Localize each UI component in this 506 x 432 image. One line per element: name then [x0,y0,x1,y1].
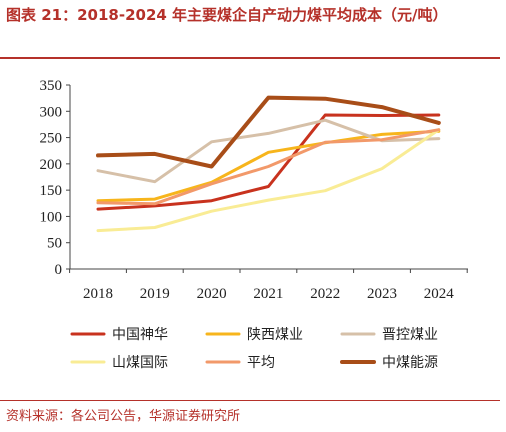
x-tick-label: 2024 [424,286,455,302]
x-tick-label: 2022 [310,286,340,302]
y-tick-label: 350 [40,78,63,94]
legend-label: 陕西煤业 [247,327,303,343]
x-tick-label: 2020 [197,286,227,302]
legend-label: 中煤能源 [382,355,438,371]
source-note: 资料来源：各公司公告，华源证券研究所 [6,405,240,424]
x-tick-label: 2018 [83,286,113,302]
y-tick-label: 50 [47,236,62,252]
y-tick-label: 0 [55,262,63,278]
y-tick-label: 300 [40,104,63,120]
x-tick-label: 2023 [367,286,397,302]
legend-label: 山煤国际 [112,355,168,371]
series-line [98,115,439,209]
source-rule [0,400,500,401]
y-tick-label: 150 [40,183,63,199]
legend-label: 平均 [247,355,275,371]
legend-label: 中国神华 [112,327,168,343]
y-tick-label: 250 [40,131,63,147]
x-tick-label: 2021 [253,286,283,302]
y-tick-label: 100 [40,209,63,225]
legend-label: 晋控煤业 [382,327,438,343]
line-chart: 0 50 100 150 200 250 300 350 2018 2019 2020 2021 202… [0,0,506,400]
x-tick-label: 2019 [140,286,170,302]
y-tick-label: 200 [40,157,63,173]
